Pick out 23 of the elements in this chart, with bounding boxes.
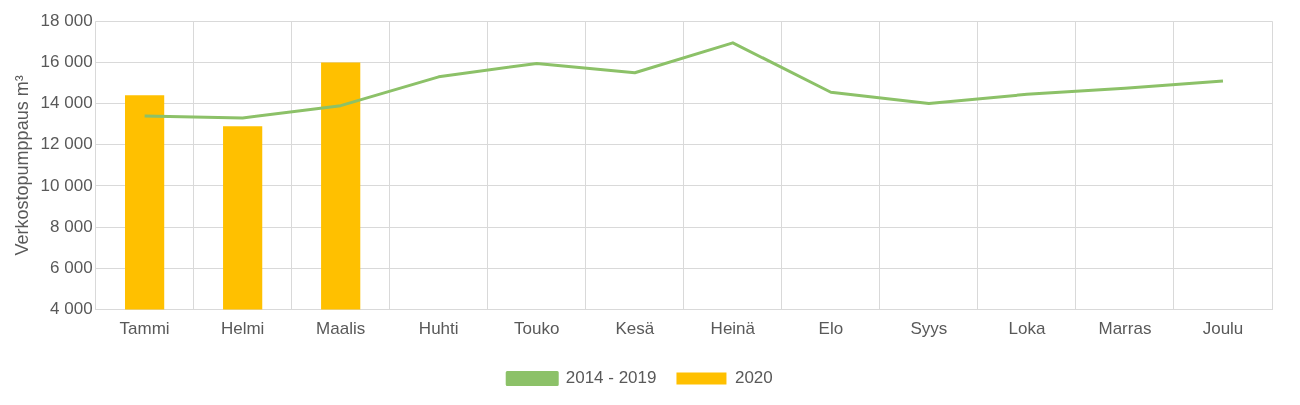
- x-tick-label: Elo: [818, 319, 844, 339]
- x-tick-label: Touko: [514, 319, 560, 339]
- x-tick-label: Heinä: [710, 319, 756, 339]
- y-tick-label: 18 000: [40, 10, 93, 30]
- legend-label: 2020: [734, 368, 773, 388]
- x-tick-label: Marras: [1098, 319, 1152, 339]
- y-tick-label: 8 000: [50, 216, 93, 236]
- x-tick-label: Tammi: [119, 319, 170, 339]
- y-tick-label: 16 000: [40, 52, 93, 72]
- y-tick-label: 4 000: [50, 299, 93, 319]
- y-tick-label: 14 000: [40, 93, 93, 113]
- y-axis-title: Verkostopumppaus m³: [11, 75, 32, 256]
- y-tick-label: 6 000: [50, 258, 93, 278]
- y-tick-label: 12 000: [40, 134, 93, 154]
- x-tick-label: Joulu: [1202, 319, 1244, 339]
- x-tick-label: Syys: [910, 319, 948, 339]
- x-tick-label: Helmi: [220, 319, 265, 339]
- y-tick-label: 10 000: [40, 175, 93, 195]
- legend-label: 2014 - 2019: [565, 368, 657, 388]
- x-tick-label: Maalis: [316, 319, 366, 339]
- x-tick-label: Huhti: [418, 319, 459, 339]
- x-tick-label: Loka: [1008, 319, 1046, 339]
- x-tick-label: Kesä: [615, 319, 655, 339]
